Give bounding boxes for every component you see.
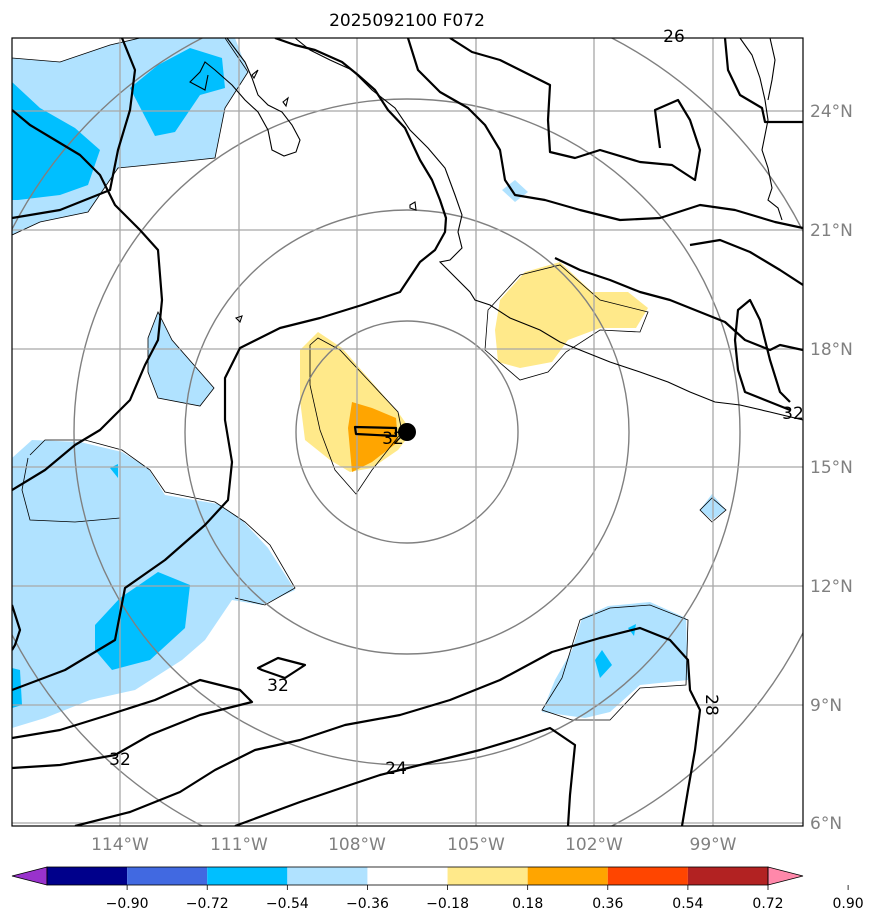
map-panel <box>12 38 803 826</box>
colorbar-segment <box>207 867 288 885</box>
contour-label-32-sw: 32 <box>267 676 289 696</box>
range-rings <box>12 38 803 826</box>
graticule <box>12 38 803 826</box>
colorbar-extend-high <box>767 866 804 886</box>
lat-label-6n: 6°N <box>810 814 842 834</box>
lon-label-102w: 102°W <box>565 835 623 855</box>
colorbar-frame <box>46 866 769 886</box>
contour-label-28: 28 <box>701 694 721 716</box>
colorbar: −0.90 −0.72 −0.54 −0.36 −0.18 0.18 0.36 0.54 0.7… <box>11 866 864 912</box>
latitude-labels: 24°N 21°N 18°N 15°N 12°N 9°N 6°N <box>810 102 853 834</box>
longitude-labels: 114°W 111°W 108°W 105°W 102°W 99°W <box>91 835 737 855</box>
positive-anomaly-fill <box>300 262 648 472</box>
colorbar-tick-label: −0.18 <box>426 896 469 912</box>
contour-label-32-east: 32 <box>782 404 804 424</box>
lon-label-108w: 108°W <box>328 835 386 855</box>
colorbar-segment <box>447 867 528 885</box>
contour-labels: 26 32 32 32 32 24 28 <box>109 27 804 779</box>
colorbar-tick-label: −0.54 <box>266 896 309 912</box>
colorbar-segment <box>287 867 368 885</box>
lon-label-105w: 105°W <box>447 835 505 855</box>
colorbar-tick-label: −0.36 <box>346 896 389 912</box>
colorbar-segment <box>47 867 128 885</box>
colorbar-segment <box>367 867 448 885</box>
lat-label-9n: 9°N <box>810 696 842 716</box>
colorbar-tick-label: −0.72 <box>186 896 229 912</box>
lon-label-114w: 114°W <box>91 835 149 855</box>
colorbar-tick-label: 0.18 <box>512 896 543 912</box>
lat-label-18n: 18°N <box>810 340 853 360</box>
coastlines <box>189 38 803 421</box>
colorbar-tick-label: −0.90 <box>106 896 149 912</box>
contour-label-32-bottom: 32 <box>109 750 131 770</box>
colorbar-segment <box>687 867 768 885</box>
colorbar-tick-label: 0.72 <box>752 896 783 912</box>
colorbar-segment <box>127 867 208 885</box>
thick-isolines <box>12 38 803 826</box>
colorbar-tick-label: 0.90 <box>833 896 864 912</box>
lat-label-24n: 24°N <box>810 102 853 122</box>
lon-label-111w: 111°W <box>210 835 268 855</box>
lat-label-15n: 15°N <box>810 458 853 478</box>
lon-label-99w: 99°W <box>690 835 737 855</box>
colorbar-segment <box>607 867 688 885</box>
colorbar-segment <box>527 867 608 885</box>
lat-label-21n: 21°N <box>810 221 853 241</box>
storm-center-marker <box>398 423 416 441</box>
map-title: 2025092100 F072 <box>329 11 485 31</box>
map-frame <box>11 37 804 827</box>
contour-label-24: 24 <box>385 759 407 779</box>
colorbar-tick-label: 0.54 <box>672 896 703 912</box>
lat-label-12n: 12°N <box>810 577 853 597</box>
thin-contours <box>12 38 727 721</box>
colorbar-extend-low <box>11 866 48 886</box>
contour-label-26: 26 <box>663 27 685 47</box>
colorbar-tick-label: 0.36 <box>592 896 623 912</box>
